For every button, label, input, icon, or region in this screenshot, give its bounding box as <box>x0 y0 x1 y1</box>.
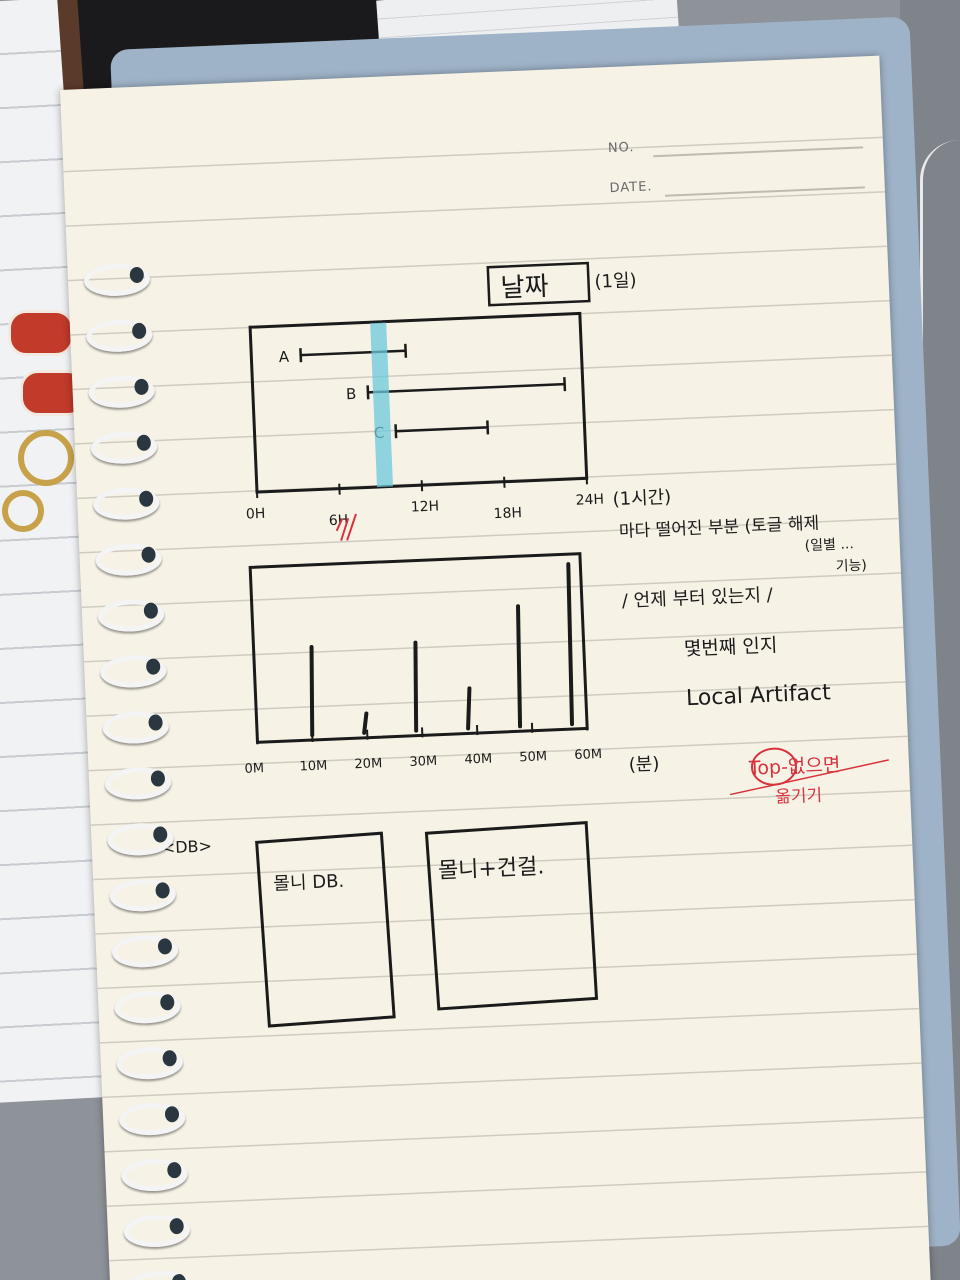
bar-marks <box>309 562 575 738</box>
timeline-range-end <box>486 420 490 435</box>
bar-tick-label: 60M <box>574 747 602 763</box>
spiral-coil <box>117 1208 191 1249</box>
spiral-coil <box>103 872 177 913</box>
bar-axis: 0M 10M 20M 30M 40M 50M 60M <box>244 720 602 777</box>
bar-mark <box>413 640 419 733</box>
spiral-coil <box>98 760 172 801</box>
bar-tick-label: 50M <box>519 749 547 765</box>
timeline-row-label: A <box>278 348 290 366</box>
timeline-range-end <box>563 377 567 392</box>
timeline-range-start <box>366 385 370 400</box>
timeline-range-end <box>404 343 408 358</box>
db-box-2-label: 몰니+건걸. <box>437 854 545 884</box>
spiral-coil <box>79 312 153 354</box>
bar-mark <box>466 686 472 731</box>
spiral-coil <box>105 928 179 969</box>
timeline-axis: 0H 6H 12H 18H 24H <box>246 473 604 529</box>
bar-chart-frame <box>248 552 589 744</box>
timeline-tick-label: 0H <box>246 506 266 523</box>
bar-mark <box>516 604 523 729</box>
bar-mark <box>566 562 575 727</box>
timeline-range-bar <box>367 382 565 394</box>
sketch-title: 날짜 <box>500 271 550 304</box>
timeline-tick-label: 12H <box>410 498 439 515</box>
timeline-unit-note: (1시간) <box>612 486 672 511</box>
timeline-range-bar <box>300 349 406 357</box>
side-note-5: 몇번째 인지 <box>683 634 778 661</box>
bar-unit-note: (분) <box>628 753 660 776</box>
timeline-range-start <box>394 424 398 439</box>
red-check-icon <box>335 513 357 541</box>
timeline-tick-label: 18H <box>493 505 522 522</box>
red-note-2: 옮기기 <box>774 785 823 808</box>
side-note-2: (일별 ... <box>804 536 855 555</box>
spiral-coil <box>108 984 182 1025</box>
bar-tick-label: 20M <box>354 756 382 772</box>
spiral-coil <box>84 424 158 466</box>
keychain <box>0 300 86 580</box>
bar-tick-label: 40M <box>464 751 492 767</box>
db-box-1 <box>255 831 396 1028</box>
spiral-coil <box>101 816 175 857</box>
bar-tick-label: 30M <box>409 754 437 770</box>
spiral-coil <box>96 704 170 745</box>
highlight-marker <box>370 322 394 488</box>
timeline-range-start <box>299 348 303 363</box>
spiral-coil <box>115 1152 189 1193</box>
keychain-charm <box>8 310 74 356</box>
spiral-coil <box>82 368 156 410</box>
timeline-tick-label: 24H <box>575 492 604 509</box>
db-box-1-label: 몰니 DB. <box>273 870 345 895</box>
bar-tick-label: 0M <box>244 761 264 777</box>
spiral-coil <box>94 648 168 689</box>
spiral-coil <box>77 257 151 298</box>
timeline-tick-label: 6H <box>328 512 348 529</box>
red-strike <box>729 759 889 796</box>
spiral-coil <box>86 480 161 521</box>
bar-mark <box>309 644 315 738</box>
timeline-range-bar <box>395 426 488 433</box>
key-ring-icon <box>18 430 74 486</box>
spiral-coil <box>110 1040 184 1081</box>
title-box <box>486 261 591 307</box>
sketch-title-note: (1일) <box>594 270 637 293</box>
db-box-2 <box>424 821 599 1011</box>
side-note-3: 기능) <box>835 557 868 575</box>
bar-tick-label: 10M <box>299 758 327 774</box>
timeline-rows: ABC <box>278 343 567 442</box>
spiral-coil <box>89 536 163 577</box>
spiral-coil <box>91 592 165 633</box>
timeline-row-label: B <box>346 385 357 403</box>
key-ring-icon <box>2 490 44 532</box>
spiral-coil <box>119 1264 193 1280</box>
timeline-frame <box>248 311 589 494</box>
bar-mark <box>362 711 369 735</box>
spiral-coil <box>112 1096 186 1137</box>
red-note-1: Top-없으면 <box>748 753 841 780</box>
